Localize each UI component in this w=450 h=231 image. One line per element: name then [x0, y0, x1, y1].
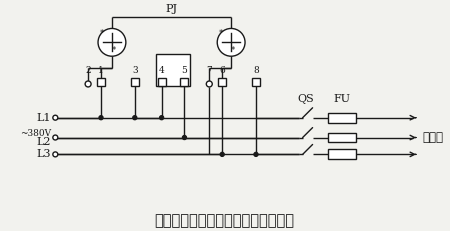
Bar	[180, 78, 189, 86]
Circle shape	[85, 81, 91, 87]
Text: 1: 1	[98, 66, 104, 75]
Text: QS: QS	[297, 94, 314, 104]
Text: 4: 4	[159, 66, 165, 75]
Bar	[156, 54, 190, 86]
Text: PJ: PJ	[166, 4, 178, 14]
Bar	[97, 78, 105, 86]
Circle shape	[220, 152, 224, 156]
Circle shape	[98, 28, 126, 56]
Text: L2: L2	[37, 137, 51, 147]
Circle shape	[133, 116, 137, 120]
Circle shape	[99, 116, 103, 120]
Text: *: *	[100, 29, 104, 38]
Text: ~380V: ~380V	[20, 129, 51, 138]
Text: 6: 6	[219, 66, 225, 75]
Text: 8: 8	[253, 66, 259, 75]
Circle shape	[182, 136, 186, 140]
Bar	[328, 133, 356, 143]
Text: 3: 3	[132, 66, 138, 75]
Bar	[131, 78, 139, 86]
Text: FU: FU	[334, 94, 351, 104]
Text: *: *	[231, 46, 235, 55]
Bar	[328, 113, 356, 123]
Circle shape	[53, 115, 58, 120]
Text: 7: 7	[207, 66, 212, 75]
Bar	[328, 149, 356, 159]
Text: L3: L3	[37, 149, 51, 159]
Circle shape	[160, 116, 164, 120]
Bar	[252, 78, 260, 86]
Circle shape	[217, 28, 245, 56]
Circle shape	[206, 81, 212, 87]
Text: 2: 2	[86, 66, 91, 75]
Text: 5: 5	[181, 66, 187, 75]
Circle shape	[254, 152, 258, 156]
Circle shape	[53, 135, 58, 140]
Bar	[158, 78, 166, 86]
Text: 接负载: 接负载	[423, 131, 444, 144]
Text: *: *	[112, 46, 116, 55]
Text: L1: L1	[37, 113, 51, 123]
Text: 三相三线有功电能表直入式接线电路: 三相三线有功电能表直入式接线电路	[154, 213, 294, 228]
Text: *: *	[219, 29, 223, 38]
Bar	[218, 78, 226, 86]
Circle shape	[53, 152, 58, 157]
